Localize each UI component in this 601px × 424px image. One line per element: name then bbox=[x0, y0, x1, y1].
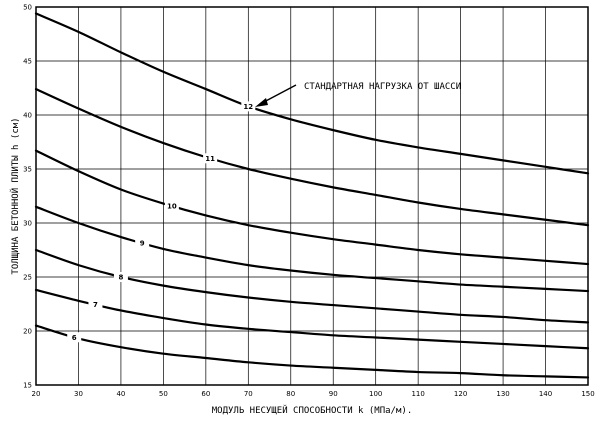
curve-label-10: 10 bbox=[167, 202, 177, 210]
x-tick-label: 70 bbox=[244, 390, 253, 398]
curve-9 bbox=[34, 205, 590, 293]
curve-label-gap bbox=[88, 299, 103, 310]
x-tick-label: 30 bbox=[74, 390, 83, 398]
grid bbox=[35, 6, 589, 386]
curve-label-gap bbox=[113, 272, 128, 282]
curve-7 bbox=[34, 288, 590, 350]
curve-label-7: 7 bbox=[93, 301, 98, 309]
curve-10 bbox=[34, 149, 590, 266]
annotation-arrow bbox=[261, 84, 297, 104]
curve-label-gap bbox=[164, 200, 179, 211]
y-axis-title: ТОЛЩИНА БЕТОННОЙ ПЛИТЫ h (см) bbox=[9, 117, 21, 274]
y-tick-label: 35 bbox=[23, 166, 32, 174]
curve-label-9: 9 bbox=[140, 239, 145, 247]
curve-11 bbox=[34, 87, 590, 227]
curves bbox=[34, 12, 590, 379]
x-tick-label: 50 bbox=[159, 390, 168, 398]
x-axis-title: МОДУЛЬ НЕСУЩЕЙ СПОСОБНОСТИ k (МПа/м). bbox=[212, 404, 412, 416]
curve-label-6: 6 bbox=[72, 334, 77, 342]
x-tick-label: 130 bbox=[496, 390, 509, 398]
annotation-text: СТАНДАРТНАЯ НАГРУЗКА ОТ ШАССИ bbox=[304, 82, 461, 92]
curve-label-gap bbox=[67, 332, 82, 343]
curve-label-8: 8 bbox=[118, 274, 123, 282]
curve-label-gap bbox=[241, 101, 256, 112]
x-tick-label: 40 bbox=[116, 390, 125, 398]
x-tick-labels: 20 30 40 50 60 70 80 90 100 110 120 130 140 150 bbox=[32, 390, 595, 398]
x-tick-label: 120 bbox=[454, 390, 467, 398]
x-tick-label: 100 bbox=[369, 390, 382, 398]
y-tick-label: 50 bbox=[23, 4, 32, 12]
x-tick-label: 20 bbox=[32, 390, 41, 398]
y-tick-label: 30 bbox=[23, 220, 32, 228]
curve-label-12: 12 bbox=[243, 103, 253, 111]
curve-label-11: 11 bbox=[205, 155, 215, 163]
x-tick-label: 150 bbox=[581, 390, 594, 398]
y-tick-label: 25 bbox=[23, 274, 32, 282]
y-tick-label: 40 bbox=[23, 112, 32, 120]
curve-12 bbox=[34, 12, 590, 175]
curve-label-gap bbox=[203, 153, 218, 164]
curve-labels: 12 11 10 9 8 7 6 bbox=[67, 101, 256, 343]
x-tick-label: 140 bbox=[539, 390, 552, 398]
y-tick-label: 15 bbox=[23, 382, 32, 390]
x-tick-label: 60 bbox=[201, 390, 210, 398]
curve-6 bbox=[34, 324, 590, 379]
curve-label-gap bbox=[135, 237, 150, 248]
y-tick-labels: 15 20 25 30 35 40 45 50 bbox=[23, 4, 32, 390]
x-tick-label: 80 bbox=[286, 390, 295, 398]
x-tick-label: 110 bbox=[411, 390, 424, 398]
annotation: СТАНДАРТНАЯ НАГРУЗКА ОТ ШАССИ bbox=[255, 82, 461, 107]
y-tick-label: 20 bbox=[23, 328, 32, 336]
x-tick-label: 90 bbox=[329, 390, 338, 398]
y-tick-label: 45 bbox=[23, 58, 32, 66]
annotation-arrowhead bbox=[255, 98, 268, 107]
plot-frame bbox=[35, 6, 589, 386]
